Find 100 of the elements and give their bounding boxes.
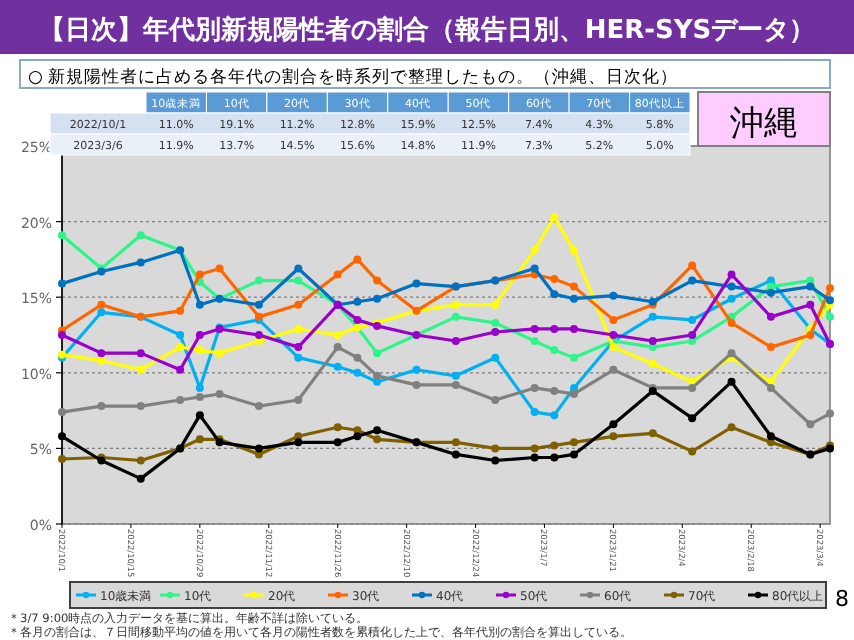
- point: [373, 426, 382, 435]
- point: [688, 383, 697, 392]
- point: [451, 371, 460, 380]
- point: [294, 264, 303, 273]
- point: [254, 331, 263, 339]
- point: [727, 282, 736, 291]
- point: [294, 276, 303, 285]
- point: [215, 349, 224, 358]
- point: [688, 447, 697, 456]
- point: [195, 300, 204, 309]
- point: [826, 284, 834, 293]
- point: [550, 453, 559, 462]
- point: [451, 337, 460, 346]
- point: [530, 264, 539, 273]
- point: [806, 420, 815, 429]
- point: [195, 435, 204, 444]
- point: [550, 324, 559, 333]
- point: [97, 356, 106, 365]
- point: [570, 246, 578, 255]
- point: [609, 420, 618, 429]
- point: [412, 279, 421, 288]
- chart-title: 【日次】年代別新規陽性者の割合（報告日別、HER-SYSデータ）: [38, 14, 816, 46]
- point: [97, 349, 106, 358]
- point: [727, 423, 736, 432]
- point: [254, 444, 263, 453]
- point: [530, 324, 539, 333]
- point: [58, 331, 66, 339]
- point: [451, 300, 460, 309]
- point: [688, 414, 697, 423]
- point: [176, 365, 185, 374]
- point: [333, 343, 342, 352]
- point: [609, 365, 618, 374]
- point: [648, 337, 657, 346]
- point: [353, 255, 362, 264]
- point: [333, 362, 342, 371]
- point: [727, 318, 736, 327]
- point: [530, 337, 539, 346]
- point: [294, 353, 303, 362]
- point: [688, 315, 697, 324]
- point: [550, 346, 559, 355]
- point: [530, 246, 539, 255]
- point: [254, 402, 263, 411]
- point: [570, 389, 578, 398]
- point: [491, 456, 500, 465]
- point: [570, 294, 578, 303]
- point: [570, 353, 578, 362]
- point: [530, 383, 539, 392]
- point: [491, 300, 500, 309]
- point: [176, 331, 185, 339]
- point: [727, 294, 736, 303]
- point: [353, 353, 362, 362]
- point: [609, 291, 618, 300]
- point: [58, 454, 66, 463]
- point: [530, 453, 539, 462]
- point: [609, 343, 618, 352]
- point: [294, 343, 303, 352]
- point: [412, 380, 421, 389]
- point: [195, 411, 204, 420]
- point: [609, 315, 618, 324]
- point: [195, 346, 204, 355]
- point: [353, 297, 362, 306]
- point: [451, 438, 460, 447]
- text: 8: [835, 586, 849, 612]
- point: [136, 349, 145, 358]
- point: [491, 353, 500, 362]
- point: [826, 312, 834, 321]
- point: [58, 432, 66, 441]
- point: [333, 438, 342, 447]
- point: [294, 438, 303, 447]
- point: [806, 300, 815, 309]
- point: [58, 408, 66, 417]
- point: [294, 300, 303, 309]
- point: [58, 231, 66, 240]
- point: [373, 294, 382, 303]
- point: [136, 456, 145, 465]
- point: [648, 312, 657, 321]
- point: [176, 396, 185, 405]
- point: [570, 282, 578, 291]
- point: [195, 331, 204, 339]
- chart-subtitle: ○ 新規陽性者に占める各年代の割合を時系列で整理したもの。（沖縄、日次化）: [28, 66, 679, 88]
- point: [688, 276, 697, 285]
- point: [294, 324, 303, 333]
- point: [570, 438, 578, 447]
- point: [609, 432, 618, 441]
- point: [451, 312, 460, 321]
- point: [373, 371, 382, 380]
- point: [727, 270, 736, 279]
- point: [136, 365, 145, 374]
- point: [136, 402, 145, 411]
- point: [688, 261, 697, 270]
- point: [550, 411, 559, 420]
- point: [353, 315, 362, 324]
- point: [530, 444, 539, 453]
- point: [648, 359, 657, 368]
- point: [215, 389, 224, 398]
- point: [806, 282, 815, 291]
- point: [333, 423, 342, 432]
- point: [491, 396, 500, 405]
- point: [491, 444, 500, 453]
- point: [688, 331, 697, 339]
